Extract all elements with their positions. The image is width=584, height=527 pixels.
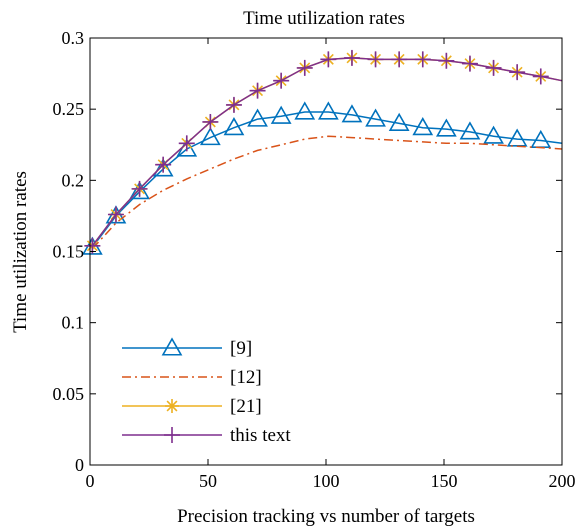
series-3-point-8 <box>273 72 290 89</box>
legend-item-0: [9] <box>122 337 252 359</box>
series-3-point-14 <box>414 51 431 68</box>
legend-label-1: [12] <box>230 367 262 388</box>
x-tick-label-4: 200 <box>549 471 576 491</box>
series-3-point-12 <box>367 51 384 68</box>
series-3-point-1 <box>107 206 124 223</box>
legend-marker-3 <box>164 427 180 443</box>
series-0-point-6 <box>223 117 245 136</box>
series-layer <box>81 49 563 255</box>
series-3-point-17 <box>485 59 502 76</box>
series-3-point-4 <box>178 135 195 152</box>
series-0-point-16 <box>459 121 481 140</box>
series-3-point-19 <box>532 68 549 85</box>
legend-marker-0 <box>161 337 183 356</box>
x-tick-label-2: 100 <box>313 471 340 491</box>
legend-item-1: [12] <box>122 367 262 388</box>
series-line-2 <box>91 57 563 247</box>
legend-marker-2 <box>165 399 179 413</box>
series-0-point-17 <box>483 125 504 144</box>
x-tick-label-1: 50 <box>199 471 217 491</box>
y-axis-label: Time utilization rates <box>10 171 31 333</box>
series-3-point-2 <box>131 180 148 197</box>
series-0-point-5 <box>199 127 221 146</box>
series-line-3 <box>91 57 563 247</box>
series-0-point-15 <box>435 118 457 137</box>
legend-label-0: [9] <box>230 338 252 359</box>
series-3-point-5 <box>202 113 219 130</box>
series-0-point-10 <box>317 101 339 120</box>
plot-frame <box>89 37 563 466</box>
series-3 <box>84 49 563 254</box>
legend: [9] [12] [21] this text <box>122 337 291 446</box>
series-0-point-12 <box>365 108 386 127</box>
series-0-point-11 <box>341 104 363 123</box>
series-2 <box>85 50 563 253</box>
legend-label-2: [21] <box>230 396 262 417</box>
series-3-point-10 <box>320 51 337 68</box>
series-0 <box>81 101 563 255</box>
legend-label-3: this text <box>230 425 291 446</box>
y-tick-label-2: 0.1 <box>62 313 85 333</box>
x-tick-label-3: 150 <box>431 471 458 491</box>
series-3-point-13 <box>391 51 408 68</box>
series-3-point-6 <box>225 96 242 113</box>
series-3-point-9 <box>296 59 313 76</box>
y-tick-label-4: 0.2 <box>62 170 85 190</box>
series-0-point-3 <box>152 158 174 177</box>
series-0-point-14 <box>412 117 434 136</box>
series-0-point-2 <box>129 181 150 200</box>
series-line-0 <box>91 111 563 248</box>
series-0-point-13 <box>388 112 410 131</box>
series-3-point-16 <box>461 55 478 72</box>
legend-item-3: this text <box>122 425 291 446</box>
series-0-point-8 <box>270 105 292 124</box>
series-1 <box>91 135 563 250</box>
series-3-point-7 <box>249 82 266 99</box>
series-0-point-9 <box>294 101 316 120</box>
legend-item-2: [21] <box>122 396 262 417</box>
series-3-point-3 <box>155 156 172 173</box>
series-0-point-7 <box>247 108 268 127</box>
x-tick-label-0: 0 <box>86 471 95 491</box>
y-tick-label-3: 0.15 <box>53 242 85 262</box>
chart-title: Time utilization rates <box>243 8 405 29</box>
axes-layer: 0 50 100 150 200 0 0.05 0.1 0.15 0.2 0.25 0.3 <box>53 28 576 491</box>
series-3-point-18 <box>509 64 526 81</box>
series-line-1 <box>91 135 563 250</box>
y-tick-label-1: 0.05 <box>53 384 85 404</box>
series-3-point-15 <box>438 52 455 69</box>
y-tick-label-6: 0.3 <box>62 28 85 48</box>
series-0-point-19 <box>530 129 552 149</box>
y-tick-label-0: 0 <box>75 455 84 475</box>
series-3-point-11 <box>343 49 360 66</box>
x-axis-label: Precision tracking vs number of targets <box>177 506 475 527</box>
y-tick-label-5: 0.25 <box>53 99 85 119</box>
